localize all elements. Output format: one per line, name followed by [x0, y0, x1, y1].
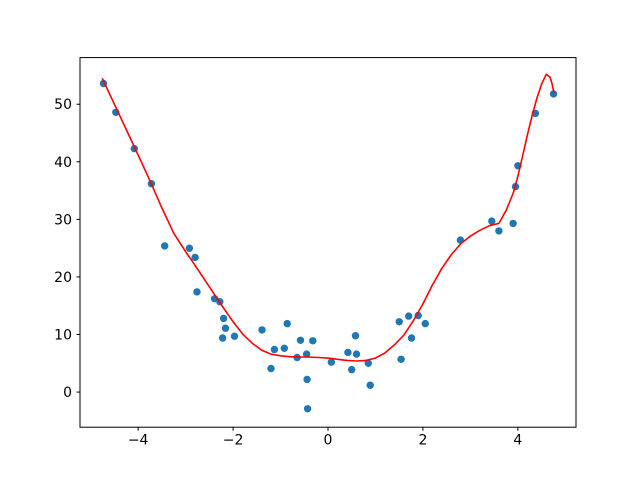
x-axis-tick-label: −4: [128, 433, 149, 449]
scatter-point: [421, 319, 429, 328]
scatter-point: [219, 314, 228, 323]
scatter-point: [414, 311, 422, 320]
x-axis-tick-label: 2: [418, 433, 427, 449]
y-axis-tick-label: 40: [54, 155, 72, 171]
scatter-point: [397, 355, 405, 363]
scatter-point: [302, 350, 311, 358]
scatter-point: [191, 253, 199, 262]
fitted-curve: [101, 73, 555, 362]
y-axis-tick-label: 10: [54, 328, 72, 344]
scatter-point: [366, 381, 374, 389]
scatter-point: [296, 336, 305, 344]
scatter-point: [309, 337, 317, 345]
x-axis-tick-label: 0: [324, 433, 333, 449]
scatter-point: [185, 244, 194, 252]
scatter-point: [352, 350, 361, 358]
scatter-point: [395, 318, 403, 326]
y-axis-tick-label: 20: [54, 270, 72, 286]
scatter-point: [218, 334, 227, 342]
scatter-point: [495, 227, 503, 235]
x-axis-tick-label: 4: [513, 433, 522, 449]
scatter-point: [267, 364, 275, 373]
scatter-point: [221, 324, 230, 332]
scatter-point: [488, 217, 496, 225]
scatter-point: [230, 332, 239, 340]
y-axis-tick-label: 0: [63, 385, 72, 401]
scatter-point: [327, 358, 335, 366]
scatter-point: [161, 242, 169, 250]
x-axis-tick-label: −2: [223, 433, 244, 449]
scatter-point: [258, 326, 266, 334]
scatter-point: [303, 375, 311, 384]
scatter-point: [283, 319, 291, 328]
scatter-point: [407, 334, 416, 342]
scatter-point: [280, 344, 288, 352]
scatter-point: [270, 345, 279, 354]
scatter-point: [364, 359, 372, 367]
scatter-point: [344, 348, 352, 357]
scatter-point: [348, 365, 356, 374]
y-axis-tick-label: 50: [54, 97, 72, 113]
y-axis-tick-label: 30: [54, 212, 72, 228]
scatter-point: [193, 288, 201, 296]
scatter-point: [549, 90, 558, 98]
scatter-point: [303, 405, 312, 413]
scatter-point: [509, 219, 517, 228]
scatter-point: [405, 312, 413, 320]
scatter-point: [351, 332, 360, 340]
